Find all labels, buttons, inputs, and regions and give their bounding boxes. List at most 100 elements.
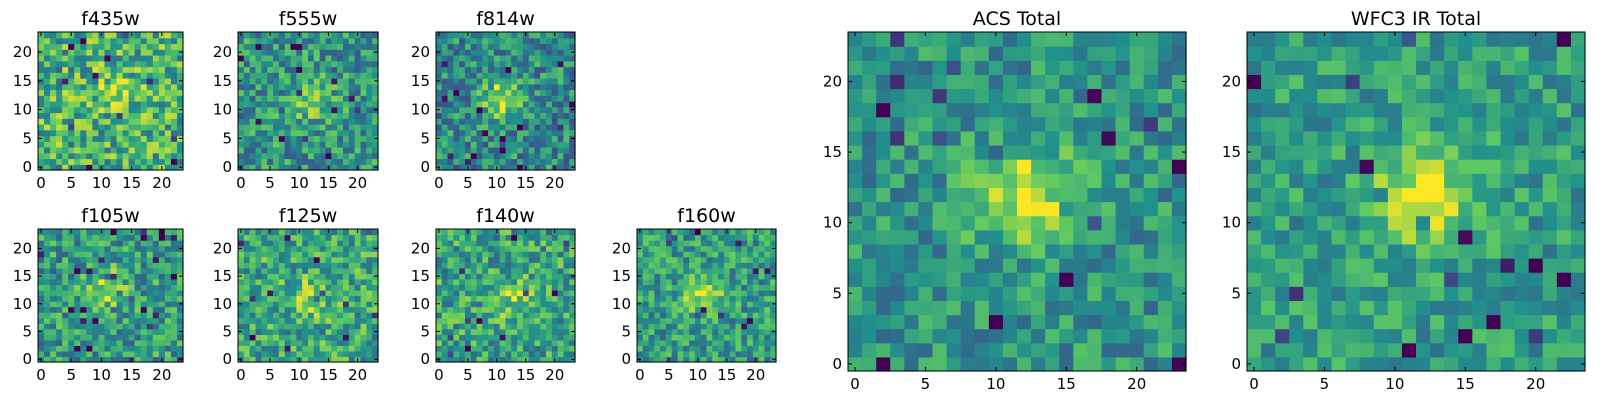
pixel (764, 312, 771, 319)
pixel (522, 37, 530, 45)
pixel (946, 328, 962, 344)
pixel (470, 328, 478, 335)
pixel (354, 284, 362, 291)
pixel (308, 278, 315, 286)
pixel (723, 256, 731, 263)
pixel (946, 272, 962, 287)
pixel (689, 323, 696, 330)
pixel (1247, 356, 1262, 372)
pixel (918, 145, 934, 160)
pixel (848, 60, 863, 75)
pixel (464, 328, 472, 335)
pixel (92, 350, 100, 358)
pixel (528, 118, 536, 125)
pixel (1087, 201, 1103, 217)
pixel (74, 95, 81, 102)
pixel (296, 317, 303, 324)
pixel (140, 78, 148, 85)
pixel (152, 312, 160, 319)
pixel (122, 262, 130, 269)
pixel (723, 251, 731, 258)
pixel (267, 273, 274, 280)
pixel (505, 95, 512, 102)
pixel (1017, 258, 1032, 273)
pixel (741, 334, 748, 341)
pixel (313, 112, 321, 119)
pixel (325, 312, 332, 319)
pixel (482, 32, 489, 39)
pixel (50, 240, 57, 247)
pixel (313, 118, 321, 125)
pixel (1157, 300, 1173, 316)
pixel (758, 273, 766, 280)
pixel (267, 83, 274, 91)
pixel (343, 32, 350, 39)
pixel (296, 301, 303, 308)
pixel (447, 66, 454, 73)
pixel (110, 112, 118, 119)
pixel (284, 37, 292, 45)
pixel (140, 306, 148, 313)
pixel (700, 334, 708, 341)
pixel (1556, 314, 1572, 330)
pixel (436, 240, 443, 247)
pixel (116, 229, 124, 236)
pixel (296, 49, 303, 56)
pixel (960, 201, 976, 217)
pixel (278, 323, 286, 330)
pixel (104, 262, 112, 269)
pixel (278, 152, 286, 160)
pixel (243, 106, 251, 114)
pixel (499, 135, 507, 142)
pixel (1017, 314, 1032, 330)
pixel (482, 262, 489, 269)
pixel (146, 43, 154, 50)
pixel (1261, 314, 1276, 330)
pixel (284, 295, 292, 302)
pixel (366, 55, 373, 62)
pixel (505, 312, 512, 319)
pixel (140, 251, 148, 258)
pixel (694, 278, 702, 286)
pixel (459, 95, 466, 102)
pixel (862, 32, 877, 47)
pixel (441, 251, 449, 258)
pixel (348, 164, 356, 171)
pixel (654, 317, 661, 324)
pixel (563, 101, 570, 108)
pixel (464, 312, 472, 319)
pixel (522, 345, 530, 352)
pixel (718, 245, 725, 252)
pixel (296, 273, 303, 280)
pixel (278, 43, 286, 50)
pixel (62, 273, 69, 280)
pixel (110, 43, 118, 50)
pixel (482, 60, 489, 68)
pixel (176, 72, 184, 79)
pixel (98, 112, 106, 119)
pixel (74, 312, 81, 319)
pixel (637, 234, 644, 241)
pixel (104, 334, 112, 341)
pixel (360, 251, 367, 258)
pixel (747, 234, 754, 241)
pixel (1031, 102, 1046, 118)
pixel (718, 234, 725, 241)
pixel (470, 37, 478, 45)
pixel (505, 234, 512, 241)
pixel (476, 141, 483, 148)
pixel (331, 83, 338, 91)
pixel (706, 278, 713, 286)
pixel (1171, 258, 1187, 273)
pixel (482, 251, 489, 258)
x-tick-label: 15 (516, 174, 535, 192)
pixel (488, 334, 495, 341)
pixel (98, 141, 106, 148)
pixel (689, 339, 696, 346)
pixel (296, 345, 303, 352)
pixel (470, 66, 478, 73)
pixel (343, 95, 350, 102)
pixel (918, 173, 934, 188)
pixel (284, 350, 292, 358)
pixel (848, 46, 863, 61)
